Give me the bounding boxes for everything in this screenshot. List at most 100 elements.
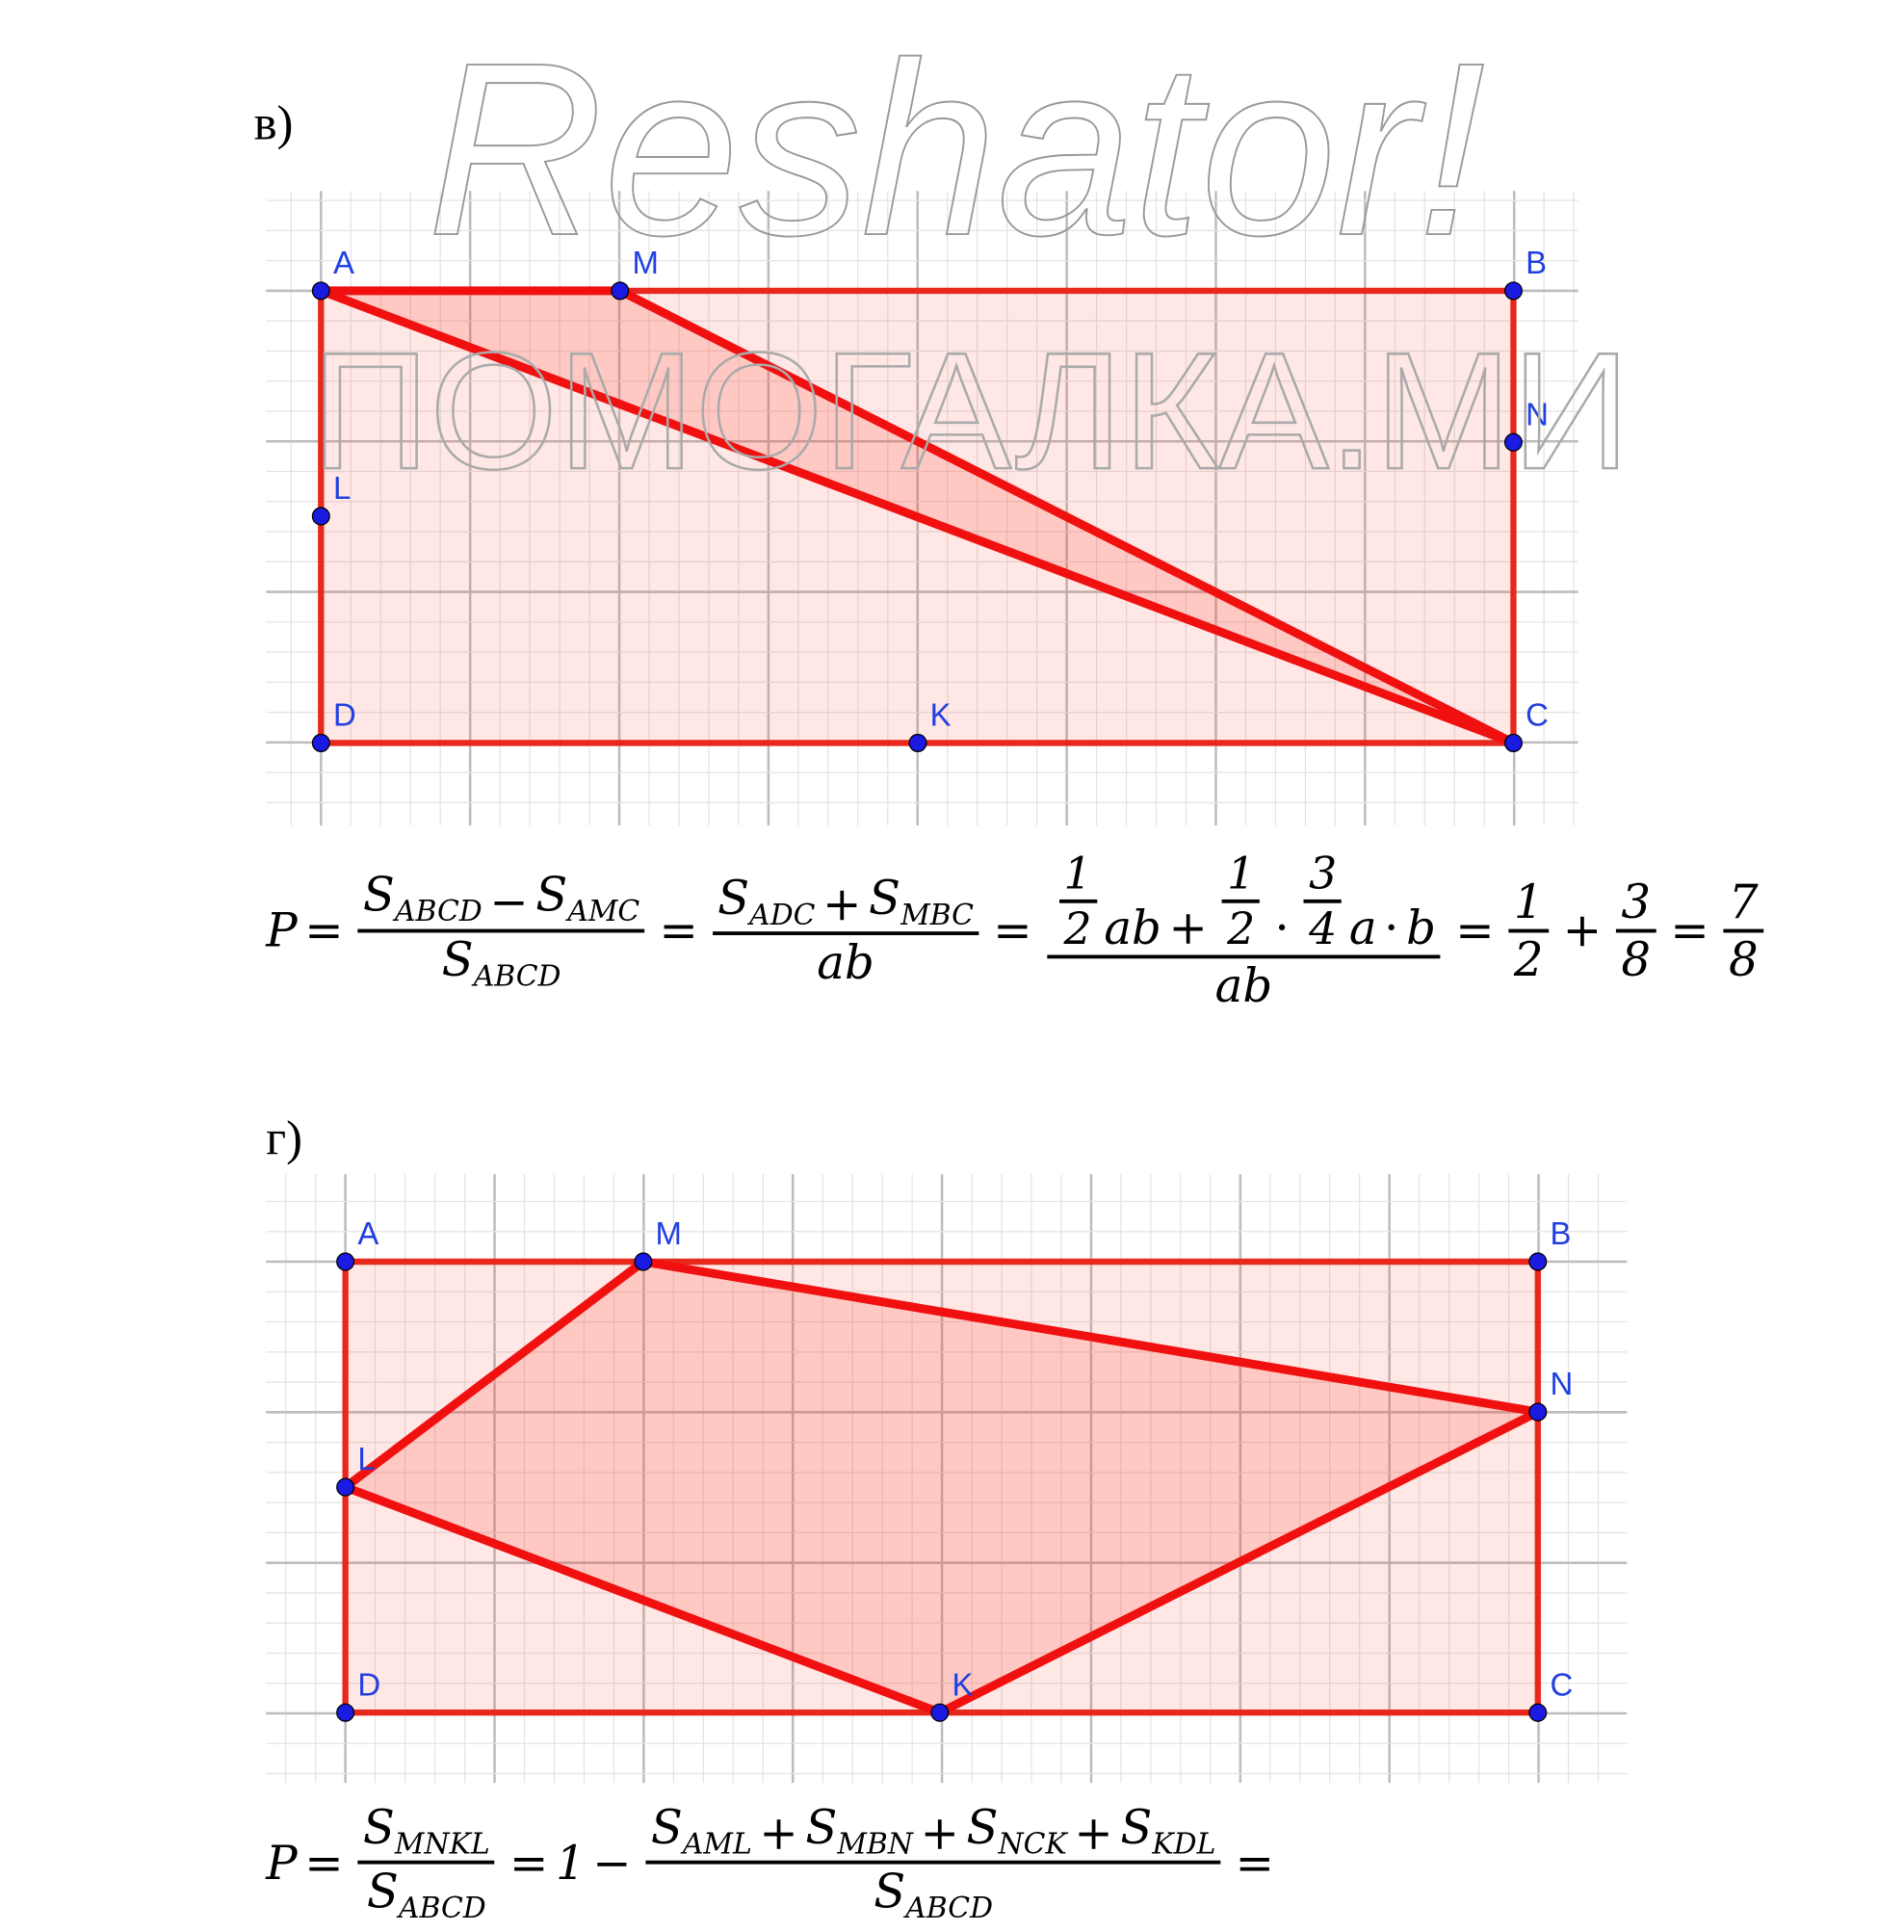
term-subscript: KDL	[1152, 1825, 1216, 1861]
denominator: ab	[812, 935, 879, 989]
term: SMBN	[805, 1800, 913, 1861]
formula-text: +	[759, 1806, 798, 1861]
term: SABCD	[367, 1865, 486, 1925]
point	[311, 281, 330, 300]
formula-text: =	[993, 902, 1032, 958]
formula-text: b	[1406, 901, 1436, 955]
term-subscript: AMC	[567, 894, 640, 928]
numerator: 3	[1616, 875, 1656, 932]
point-label: B	[1550, 1216, 1571, 1252]
numerator: SAML + SMBN + SNCK + SKDL	[645, 1800, 1221, 1865]
denominator: 8	[1724, 932, 1763, 986]
numerator: 1	[1058, 848, 1097, 903]
term-subscript: AML	[682, 1825, 752, 1861]
point-label: B	[1526, 246, 1547, 281]
denominator: 2	[1058, 903, 1096, 955]
term-subscript: ABCD	[394, 894, 483, 928]
point-label: K	[952, 1667, 973, 1703]
point	[1528, 1252, 1548, 1271]
point-label: C	[1526, 697, 1549, 733]
formula-text: a	[1348, 901, 1377, 955]
formula-text: ·	[1274, 901, 1290, 955]
denominator: ab	[1211, 958, 1278, 1012]
term-base: S	[441, 931, 474, 987]
figure	[316, 286, 1518, 747]
term-subscript: MNKL	[394, 1825, 490, 1861]
fraction: 1 2 ab +1 2 · 3 4 a · b ab	[1046, 848, 1442, 1013]
formula-text: −	[489, 874, 529, 928]
formula-text: 1	[555, 1835, 586, 1890]
numerator: 1	[1222, 848, 1261, 903]
point	[1503, 733, 1523, 753]
formula-text: +	[1074, 1806, 1113, 1861]
point-label: A	[333, 246, 355, 281]
section-label: в)	[253, 94, 294, 151]
term-base: S	[362, 1799, 395, 1855]
formula-text: =	[1455, 902, 1495, 958]
term-base: S	[966, 1799, 999, 1855]
formula-text: 4	[1309, 902, 1338, 955]
formula-text: 2	[1063, 902, 1092, 955]
term-subscript: ABCD	[398, 1890, 486, 1925]
term: SKDL	[1120, 1800, 1215, 1861]
formula-text: −	[592, 1835, 632, 1890]
term-base: S	[362, 867, 395, 923]
point-label: L	[333, 471, 351, 507]
term-subscript: MBC	[900, 897, 974, 932]
denominator: SABCD	[362, 1865, 491, 1925]
term: SAMC	[535, 868, 639, 928]
numerator: SADC + SMBC	[713, 871, 979, 936]
numerator: SABCD − SAMC	[357, 867, 645, 932]
formula-text: 1	[1063, 848, 1092, 900]
term-base: S	[1120, 1799, 1153, 1855]
watermark: Reshator!	[428, 11, 1486, 286]
denominator: SABCD	[437, 932, 566, 993]
formula-text: 8	[1728, 931, 1759, 987]
point-label: K	[930, 697, 952, 733]
formula-text: =	[659, 902, 698, 958]
numerator: 1 2 ab +1 2 · 3 4 a · b	[1046, 848, 1442, 959]
point	[311, 733, 330, 753]
term-base: S	[717, 871, 750, 926]
formula-text: P	[266, 902, 298, 958]
term-base: S	[535, 867, 568, 923]
formula-text: 8	[1621, 931, 1652, 987]
term: SABCD	[442, 932, 561, 993]
term-subscript: ABCD	[473, 957, 561, 993]
point	[1528, 1703, 1548, 1722]
point-label: M	[656, 1216, 682, 1252]
formula: P = SABCD − SAMC SABCD = SADC + SMBC ab = 1 2 ab +1 2 · 3 4…	[266, 838, 1770, 1023]
point	[336, 1703, 355, 1722]
term-base: S	[366, 1864, 399, 1919]
term-base: S	[874, 1864, 906, 1919]
denominator: SABCD	[869, 1865, 998, 1925]
formula-text: +	[822, 877, 862, 932]
term-subscript: MBN	[837, 1825, 913, 1861]
formula-text: ·	[1384, 901, 1399, 955]
formula-text: =	[304, 1835, 344, 1890]
denominator: 2	[1222, 903, 1260, 955]
point-label: N	[1550, 1367, 1573, 1402]
formula-text: ab	[817, 935, 874, 990]
formula-text: +	[1562, 902, 1603, 958]
term-subscript: ABCD	[905, 1890, 994, 1925]
formula-text: 1	[1513, 874, 1544, 928]
formula-text: 2	[1513, 931, 1544, 987]
denominator: 8	[1616, 932, 1656, 986]
term: SMBC	[869, 871, 974, 931]
denominator: 4	[1304, 903, 1342, 955]
point	[611, 281, 630, 300]
point	[336, 1252, 355, 1271]
term: SMNKL	[363, 1800, 490, 1861]
formula-text: ab	[1104, 901, 1161, 955]
denominator: 2	[1509, 932, 1549, 986]
formula-text: =	[304, 902, 344, 958]
point-label: D	[333, 697, 356, 733]
term-base: S	[869, 871, 901, 926]
term: SNCK	[967, 1800, 1067, 1861]
formula-text: ab	[1214, 958, 1273, 1013]
term: SABCD	[874, 1865, 993, 1925]
